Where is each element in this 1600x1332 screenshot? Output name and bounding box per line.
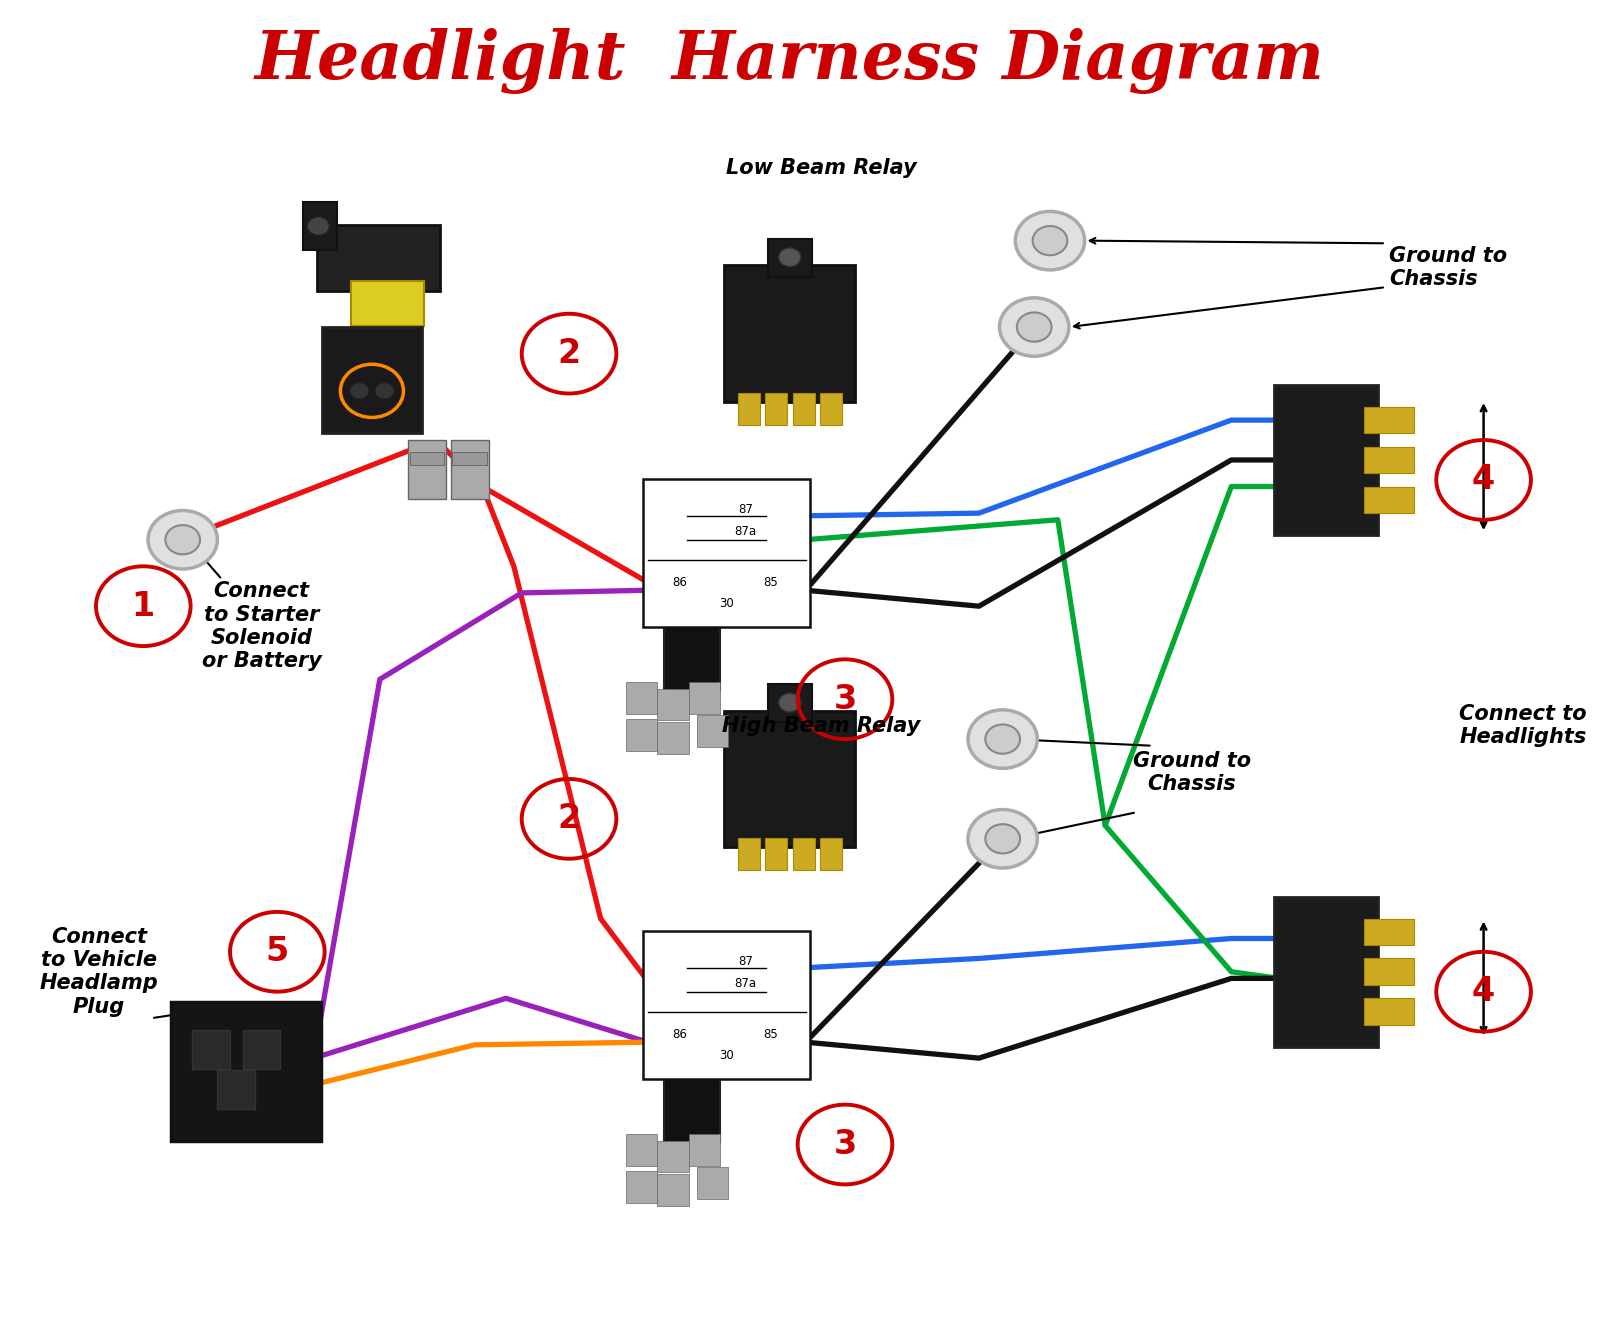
FancyBboxPatch shape <box>725 265 856 402</box>
Text: Connect
to Vehicle
Headlamp
Plug: Connect to Vehicle Headlamp Plug <box>40 927 158 1016</box>
Circle shape <box>968 810 1037 868</box>
FancyBboxPatch shape <box>690 682 720 714</box>
Text: Ground to
Chassis: Ground to Chassis <box>1133 751 1251 794</box>
FancyBboxPatch shape <box>451 440 488 498</box>
FancyBboxPatch shape <box>410 452 445 465</box>
FancyBboxPatch shape <box>819 393 842 425</box>
Text: 3: 3 <box>834 683 856 715</box>
Circle shape <box>165 525 200 554</box>
Circle shape <box>968 710 1037 769</box>
Text: Connect to
Headlights: Connect to Headlights <box>1459 705 1587 747</box>
FancyBboxPatch shape <box>626 719 658 751</box>
Text: 85: 85 <box>763 575 778 589</box>
Circle shape <box>986 825 1021 854</box>
FancyBboxPatch shape <box>453 452 486 465</box>
Circle shape <box>374 382 394 398</box>
Circle shape <box>1032 226 1067 256</box>
Text: 2: 2 <box>557 802 581 835</box>
Circle shape <box>986 725 1021 754</box>
FancyBboxPatch shape <box>690 1134 720 1166</box>
Circle shape <box>149 510 218 569</box>
FancyBboxPatch shape <box>664 1070 720 1142</box>
FancyBboxPatch shape <box>626 1134 658 1166</box>
FancyBboxPatch shape <box>738 838 760 870</box>
Text: 86: 86 <box>672 1028 686 1040</box>
FancyBboxPatch shape <box>218 1070 256 1108</box>
FancyBboxPatch shape <box>658 1173 690 1205</box>
Circle shape <box>350 382 368 398</box>
Text: Ground to
Chassis: Ground to Chassis <box>1389 245 1507 289</box>
Text: 87: 87 <box>738 955 754 967</box>
Text: 87: 87 <box>738 502 754 515</box>
FancyBboxPatch shape <box>643 931 810 1079</box>
FancyBboxPatch shape <box>1363 959 1414 984</box>
Text: 2: 2 <box>557 337 581 370</box>
FancyBboxPatch shape <box>626 1171 658 1203</box>
FancyBboxPatch shape <box>725 710 856 847</box>
FancyBboxPatch shape <box>408 440 446 498</box>
FancyBboxPatch shape <box>768 683 811 722</box>
FancyBboxPatch shape <box>1363 998 1414 1024</box>
Text: Connect
to Starter
Solenoid
or Battery: Connect to Starter Solenoid or Battery <box>202 581 322 671</box>
FancyBboxPatch shape <box>738 393 760 425</box>
Text: Headlight  Harness Diagram: Headlight Harness Diagram <box>254 28 1325 95</box>
Text: High Beam Relay: High Beam Relay <box>722 715 920 735</box>
FancyBboxPatch shape <box>794 838 814 870</box>
Text: 4: 4 <box>1472 975 1494 1008</box>
FancyBboxPatch shape <box>765 838 787 870</box>
Circle shape <box>1000 298 1069 356</box>
FancyBboxPatch shape <box>192 1030 230 1068</box>
FancyBboxPatch shape <box>1363 919 1414 946</box>
Text: 30: 30 <box>720 1050 734 1062</box>
FancyBboxPatch shape <box>1363 486 1414 513</box>
FancyBboxPatch shape <box>317 225 440 292</box>
FancyBboxPatch shape <box>322 328 422 433</box>
Text: 87a: 87a <box>734 978 757 990</box>
Text: 1: 1 <box>131 590 155 622</box>
FancyBboxPatch shape <box>302 202 338 250</box>
Circle shape <box>779 248 802 266</box>
FancyBboxPatch shape <box>1274 896 1378 1047</box>
Text: 86: 86 <box>672 575 686 589</box>
FancyBboxPatch shape <box>643 480 810 627</box>
Text: 30: 30 <box>720 597 734 610</box>
Text: 4: 4 <box>1472 464 1494 497</box>
Text: 5: 5 <box>266 935 290 968</box>
FancyBboxPatch shape <box>768 238 811 277</box>
Text: 87a: 87a <box>734 525 757 538</box>
Text: 85: 85 <box>763 1028 778 1040</box>
FancyBboxPatch shape <box>696 715 728 747</box>
FancyBboxPatch shape <box>658 689 690 721</box>
Circle shape <box>779 693 802 711</box>
FancyBboxPatch shape <box>352 281 424 326</box>
FancyBboxPatch shape <box>626 682 658 714</box>
FancyBboxPatch shape <box>1363 446 1414 473</box>
FancyBboxPatch shape <box>171 1002 320 1142</box>
FancyBboxPatch shape <box>765 393 787 425</box>
FancyBboxPatch shape <box>794 393 814 425</box>
Circle shape <box>1016 212 1085 270</box>
Circle shape <box>307 217 330 236</box>
Circle shape <box>1018 313 1051 342</box>
Text: Low Beam Relay: Low Beam Relay <box>726 157 917 177</box>
FancyBboxPatch shape <box>1274 385 1378 535</box>
FancyBboxPatch shape <box>664 618 720 690</box>
FancyBboxPatch shape <box>243 1030 280 1068</box>
FancyBboxPatch shape <box>819 838 842 870</box>
FancyBboxPatch shape <box>696 1167 728 1199</box>
FancyBboxPatch shape <box>658 1140 690 1172</box>
FancyBboxPatch shape <box>658 722 690 754</box>
FancyBboxPatch shape <box>1363 406 1414 433</box>
Text: 3: 3 <box>834 1128 856 1162</box>
